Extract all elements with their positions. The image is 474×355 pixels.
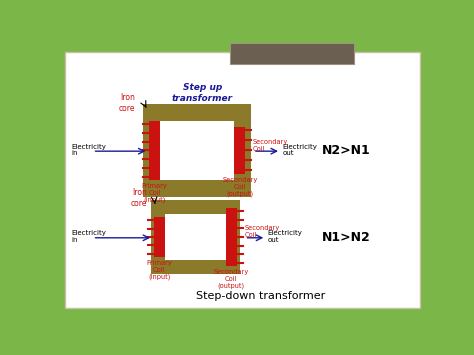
Text: N1>N2: N1>N2 <box>322 230 370 244</box>
Text: Step up
transformer: Step up transformer <box>172 83 233 103</box>
Bar <box>230 43 354 64</box>
Bar <box>235 127 245 174</box>
Text: Secondary
Coil: Secondary Coil <box>245 225 280 238</box>
Text: Electricity: Electricity <box>283 143 317 149</box>
Text: out: out <box>283 151 294 157</box>
Text: Step-down transformer: Step-down transformer <box>196 290 325 301</box>
Bar <box>154 217 164 257</box>
Text: Electricity: Electricity <box>71 143 106 149</box>
Text: out: out <box>268 237 279 243</box>
Text: in: in <box>71 237 77 243</box>
Text: Iron
core: Iron core <box>130 188 147 208</box>
Text: Secondary
Coil
(output): Secondary Coil (output) <box>214 269 249 289</box>
Bar <box>160 121 235 180</box>
Text: Primary
Coil
(input): Primary Coil (input) <box>142 183 167 203</box>
Bar <box>143 104 251 197</box>
Bar <box>151 201 240 274</box>
Bar <box>164 214 226 260</box>
Bar <box>226 208 237 266</box>
Text: Secondary
Coil: Secondary Coil <box>253 139 288 152</box>
Text: Electricity: Electricity <box>268 230 302 236</box>
Text: Electricity: Electricity <box>71 230 106 236</box>
Text: Primary
Coil
(input): Primary Coil (input) <box>146 260 172 280</box>
Text: N2>N1: N2>N1 <box>322 144 370 157</box>
Text: Secondary
Coil
(output): Secondary Coil (output) <box>222 176 257 197</box>
Text: Iron
core: Iron core <box>118 93 135 113</box>
Bar <box>149 121 160 180</box>
Text: in: in <box>71 151 77 157</box>
